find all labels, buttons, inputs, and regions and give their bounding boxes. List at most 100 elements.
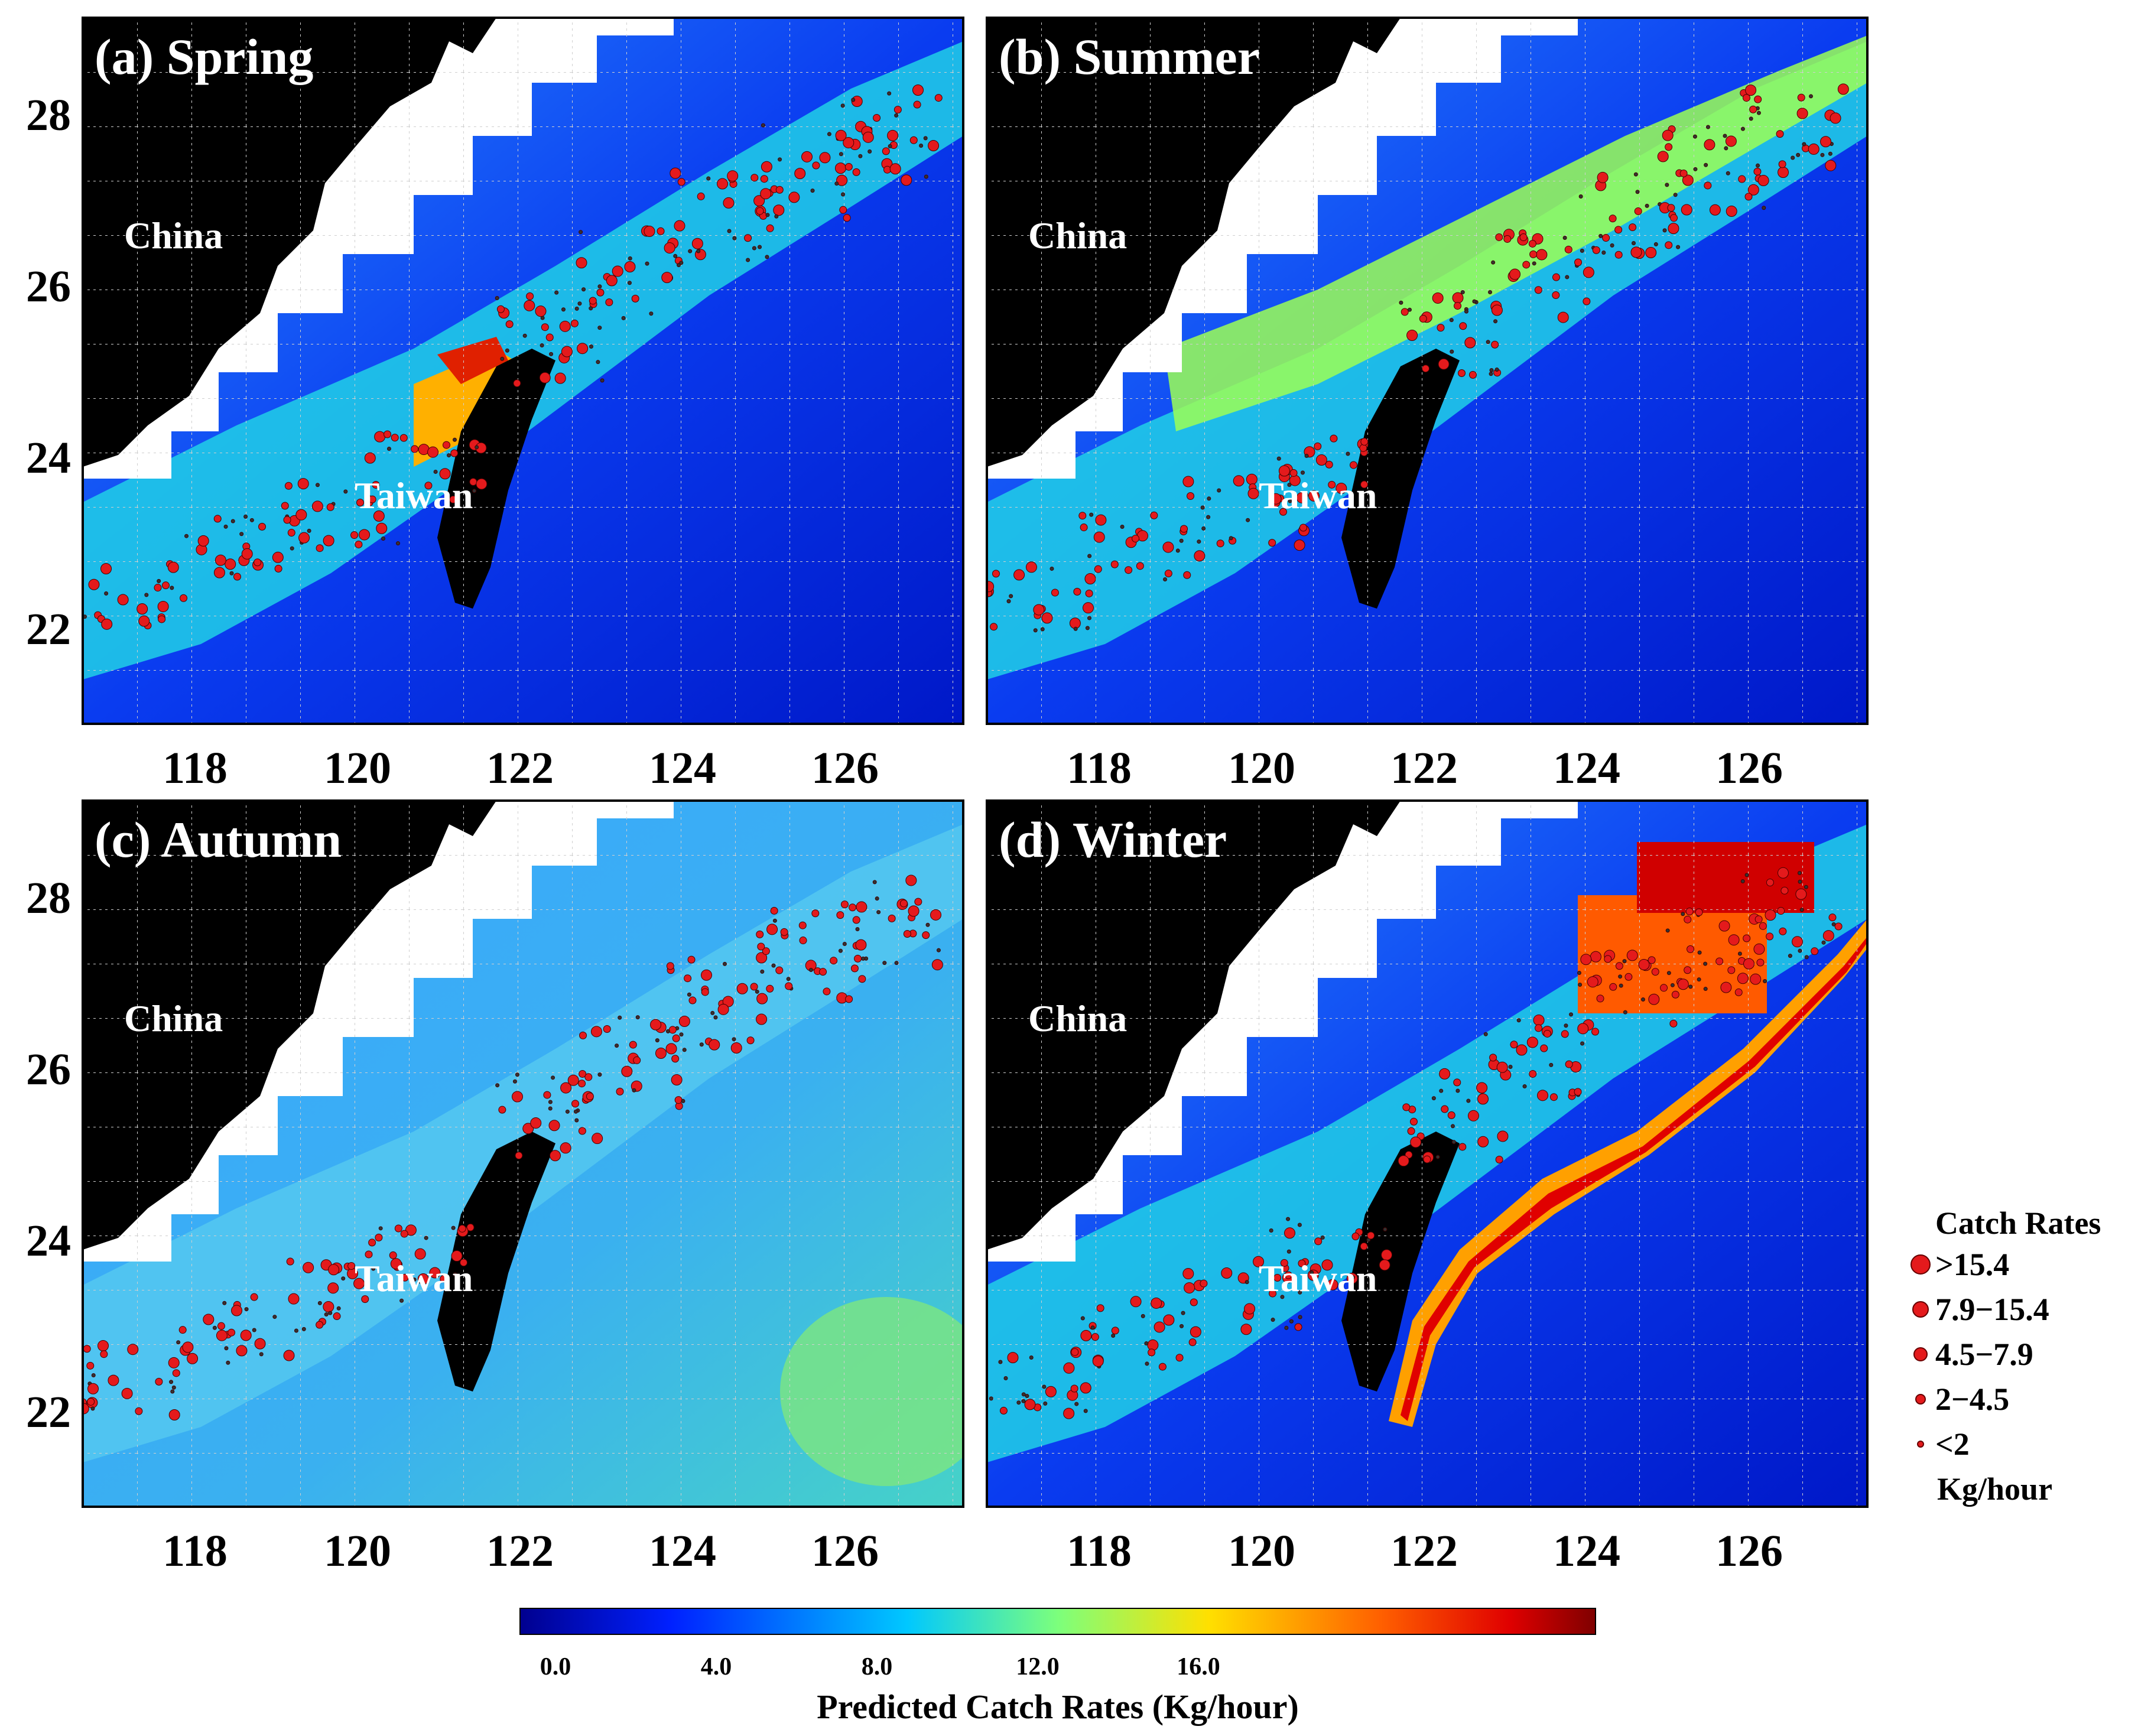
latitude-tick: 28 bbox=[26, 90, 71, 140]
grid-lines bbox=[83, 18, 963, 724]
catch-point bbox=[466, 1223, 475, 1231]
catch-point bbox=[723, 197, 735, 209]
catch-point bbox=[1662, 228, 1667, 233]
china-label: China bbox=[1028, 997, 1127, 1039]
catch-point bbox=[1610, 243, 1614, 248]
catch-point bbox=[1419, 314, 1427, 323]
catch-point bbox=[117, 594, 129, 606]
catch-point bbox=[597, 1072, 602, 1077]
catch-point bbox=[1779, 927, 1787, 935]
longitude-tick: 122 bbox=[1390, 1526, 1458, 1576]
catch-point bbox=[925, 922, 930, 927]
catch-point bbox=[1184, 1282, 1195, 1294]
catch-point bbox=[1025, 1394, 1029, 1399]
catch-point bbox=[1206, 515, 1211, 519]
catch-point bbox=[1667, 204, 1675, 212]
catch-point bbox=[766, 924, 778, 935]
catch-point bbox=[168, 1409, 180, 1420]
catch-point bbox=[1626, 950, 1638, 961]
catch-point bbox=[928, 140, 940, 152]
catch-point bbox=[1574, 258, 1583, 266]
catch-point bbox=[1325, 460, 1333, 469]
catch-point bbox=[170, 1389, 175, 1394]
catch-point bbox=[1776, 130, 1784, 138]
catch-point bbox=[540, 343, 544, 348]
catch-point bbox=[394, 1224, 402, 1233]
catch-point bbox=[876, 910, 881, 915]
catch-point bbox=[1744, 193, 1753, 201]
catch-point bbox=[1670, 214, 1678, 222]
catch-point bbox=[1665, 143, 1673, 151]
catch-point bbox=[169, 1380, 174, 1384]
catch-point bbox=[526, 292, 534, 300]
catch-point bbox=[1820, 152, 1825, 157]
catch-point bbox=[86, 1361, 95, 1370]
catch-point bbox=[1033, 628, 1038, 633]
catch-point bbox=[674, 1096, 683, 1104]
catch-point bbox=[1488, 290, 1493, 295]
catch-point bbox=[872, 880, 877, 885]
catch-point bbox=[1158, 1363, 1167, 1371]
catch-point bbox=[830, 957, 838, 965]
catch-point bbox=[1635, 190, 1640, 194]
catch-point bbox=[90, 1406, 95, 1411]
catch-point bbox=[1820, 136, 1832, 148]
catch-point bbox=[722, 961, 727, 966]
catch-point bbox=[1665, 183, 1669, 187]
china-label: China bbox=[124, 214, 223, 256]
catch-point bbox=[775, 186, 784, 194]
catch-point bbox=[1346, 451, 1350, 456]
catch-point bbox=[1464, 337, 1476, 349]
catch-point bbox=[549, 352, 554, 356]
catch-point bbox=[1766, 878, 1774, 886]
catch-point bbox=[635, 1015, 640, 1020]
catch-point bbox=[1080, 524, 1088, 532]
legend-item: 2−4.5 bbox=[1935, 1381, 2009, 1417]
catch-point bbox=[1529, 1069, 1537, 1078]
catch-point bbox=[1645, 246, 1657, 258]
catch-point bbox=[1609, 983, 1617, 991]
legend-item: 7.9−15.4 bbox=[1935, 1292, 2049, 1327]
catch-point bbox=[1410, 1136, 1422, 1148]
catch-point bbox=[1726, 171, 1730, 175]
catch-point bbox=[629, 1041, 637, 1049]
catch-point bbox=[1043, 1401, 1048, 1406]
catch-point bbox=[778, 157, 782, 162]
panel-title: (a) Spring bbox=[95, 28, 313, 85]
catch-point bbox=[934, 94, 943, 102]
longitude-tick: 124 bbox=[1553, 1526, 1620, 1576]
catch-point bbox=[1398, 1155, 1409, 1167]
catch-point bbox=[213, 567, 225, 578]
catch-point bbox=[621, 1065, 633, 1077]
catch-point bbox=[1132, 534, 1140, 542]
catch-point bbox=[157, 578, 161, 583]
colorbar-tick: 16.0 bbox=[1177, 1653, 1220, 1680]
catch-point bbox=[1718, 920, 1730, 932]
catch-point bbox=[1013, 569, 1025, 581]
catch-point bbox=[1087, 616, 1091, 620]
catch-point bbox=[1519, 233, 1528, 242]
catch-point bbox=[1240, 1324, 1252, 1335]
catch-point bbox=[1327, 1279, 1338, 1290]
catch-point bbox=[657, 227, 665, 235]
catch-point bbox=[1407, 307, 1412, 312]
catch-point bbox=[1624, 973, 1633, 981]
catch-point bbox=[1164, 570, 1172, 578]
catch-point bbox=[845, 995, 853, 1003]
catch-point bbox=[475, 445, 479, 450]
catch-point bbox=[1565, 1060, 1573, 1068]
catch-point bbox=[515, 1072, 519, 1077]
longitude-tick: 118 bbox=[1067, 743, 1132, 793]
catch-point bbox=[1797, 93, 1805, 102]
catch-point bbox=[1367, 1231, 1375, 1240]
longitude-tick: 126 bbox=[811, 1526, 879, 1576]
catch-point bbox=[882, 961, 887, 965]
catch-point bbox=[98, 1340, 109, 1352]
catch-point bbox=[875, 896, 879, 901]
catch-point bbox=[1796, 108, 1808, 119]
catch-point bbox=[1684, 915, 1692, 924]
catch-point bbox=[1704, 162, 1708, 167]
catch-point bbox=[1423, 1155, 1431, 1163]
catch-point bbox=[855, 927, 860, 932]
catch-point bbox=[1360, 438, 1369, 446]
